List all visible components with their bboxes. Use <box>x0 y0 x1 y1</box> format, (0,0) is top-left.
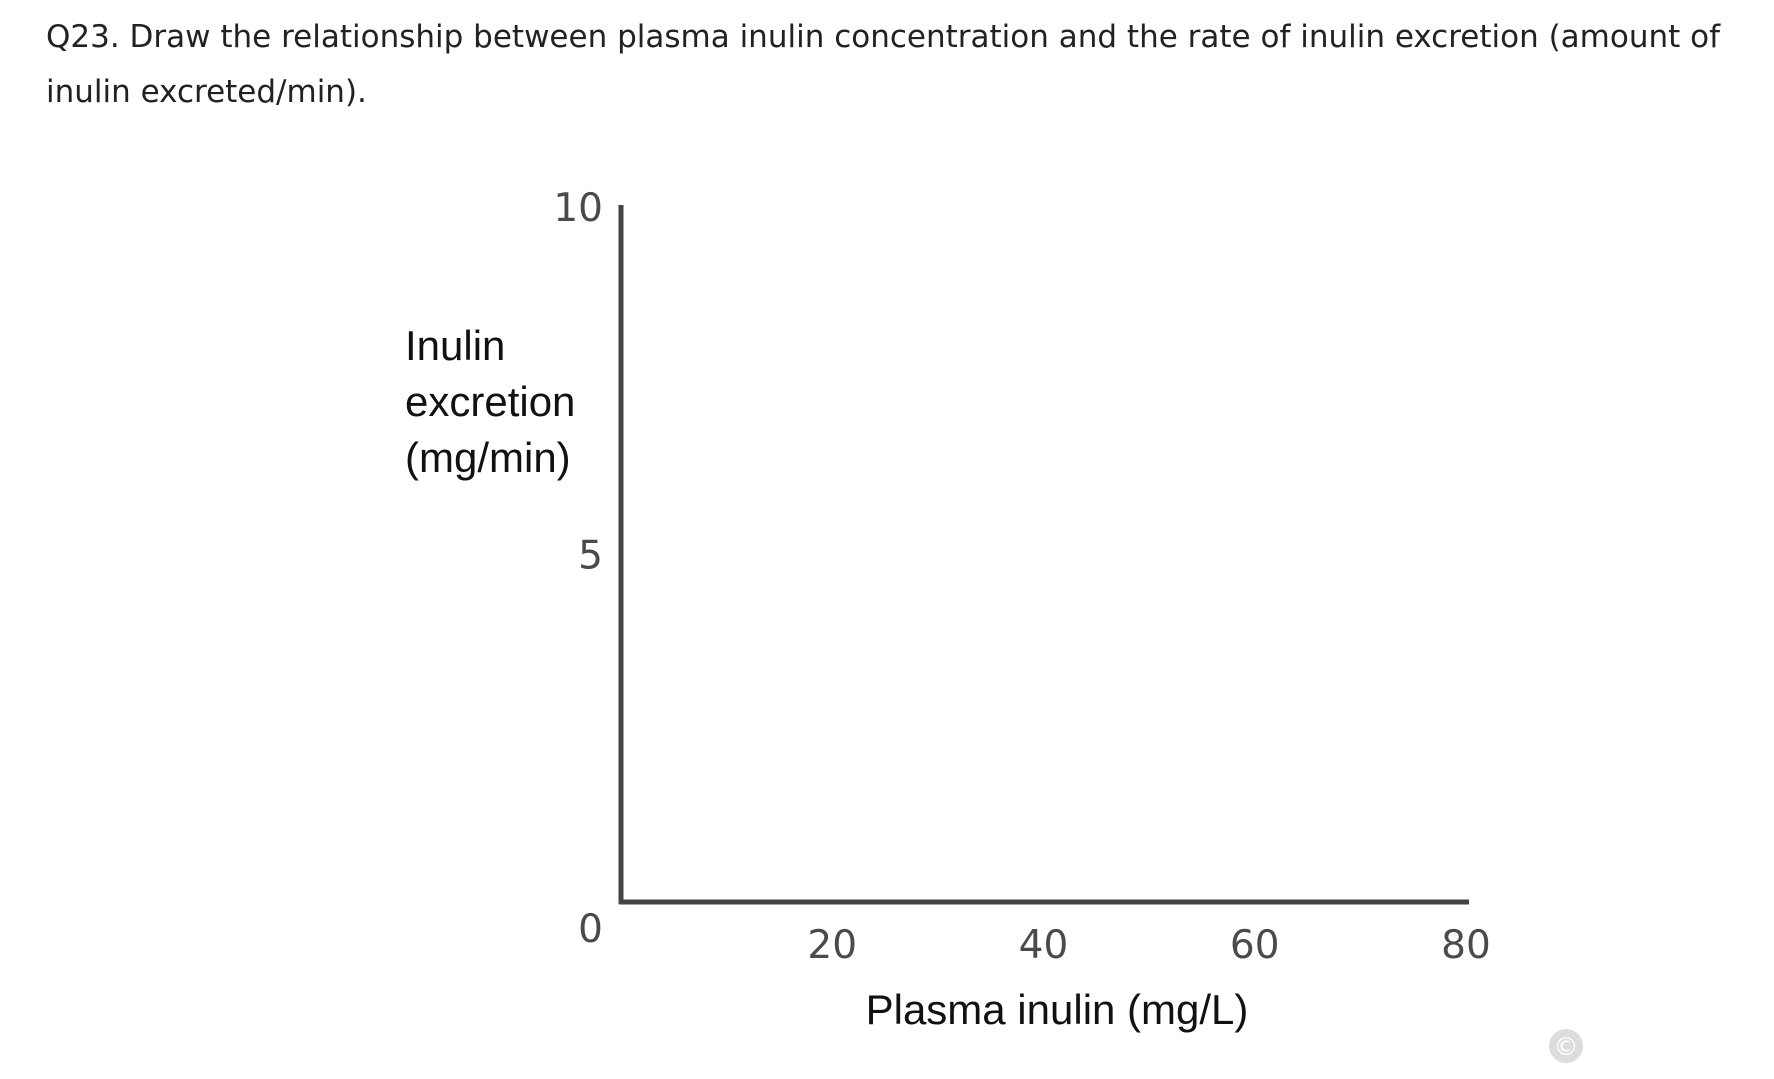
x-tick-label: 20 <box>807 923 857 968</box>
y-axis-title-line-1: Inulin <box>405 322 505 369</box>
y-tick-label: 10 <box>553 186 603 231</box>
y-tick-label: 0 <box>578 907 603 952</box>
x-tick-label: 60 <box>1230 923 1280 968</box>
x-tick-label: 40 <box>1019 923 1069 968</box>
x-tick-label: 80 <box>1441 923 1491 968</box>
copyright-badge <box>1549 1029 1583 1063</box>
y-tick-label: 5 <box>578 534 603 579</box>
y-axis-title-line-2: excretion <box>405 378 575 425</box>
y-tick-labels: 0 5 10 <box>553 186 603 952</box>
question-text: Q23. Draw the relationship between plasm… <box>46 19 1721 110</box>
copyright-icon: © <box>1549 1029 1583 1063</box>
copyright-symbol: © <box>1554 1032 1579 1061</box>
x-axis-title: Plasma inulin (mg/L) <box>866 986 1249 1033</box>
y-axis-title: Inulin excretion (mg/min) <box>405 322 587 481</box>
x-tick-labels: 20 40 60 80 <box>807 923 1490 968</box>
y-axis-title-line-3: (mg/min) <box>405 434 571 481</box>
